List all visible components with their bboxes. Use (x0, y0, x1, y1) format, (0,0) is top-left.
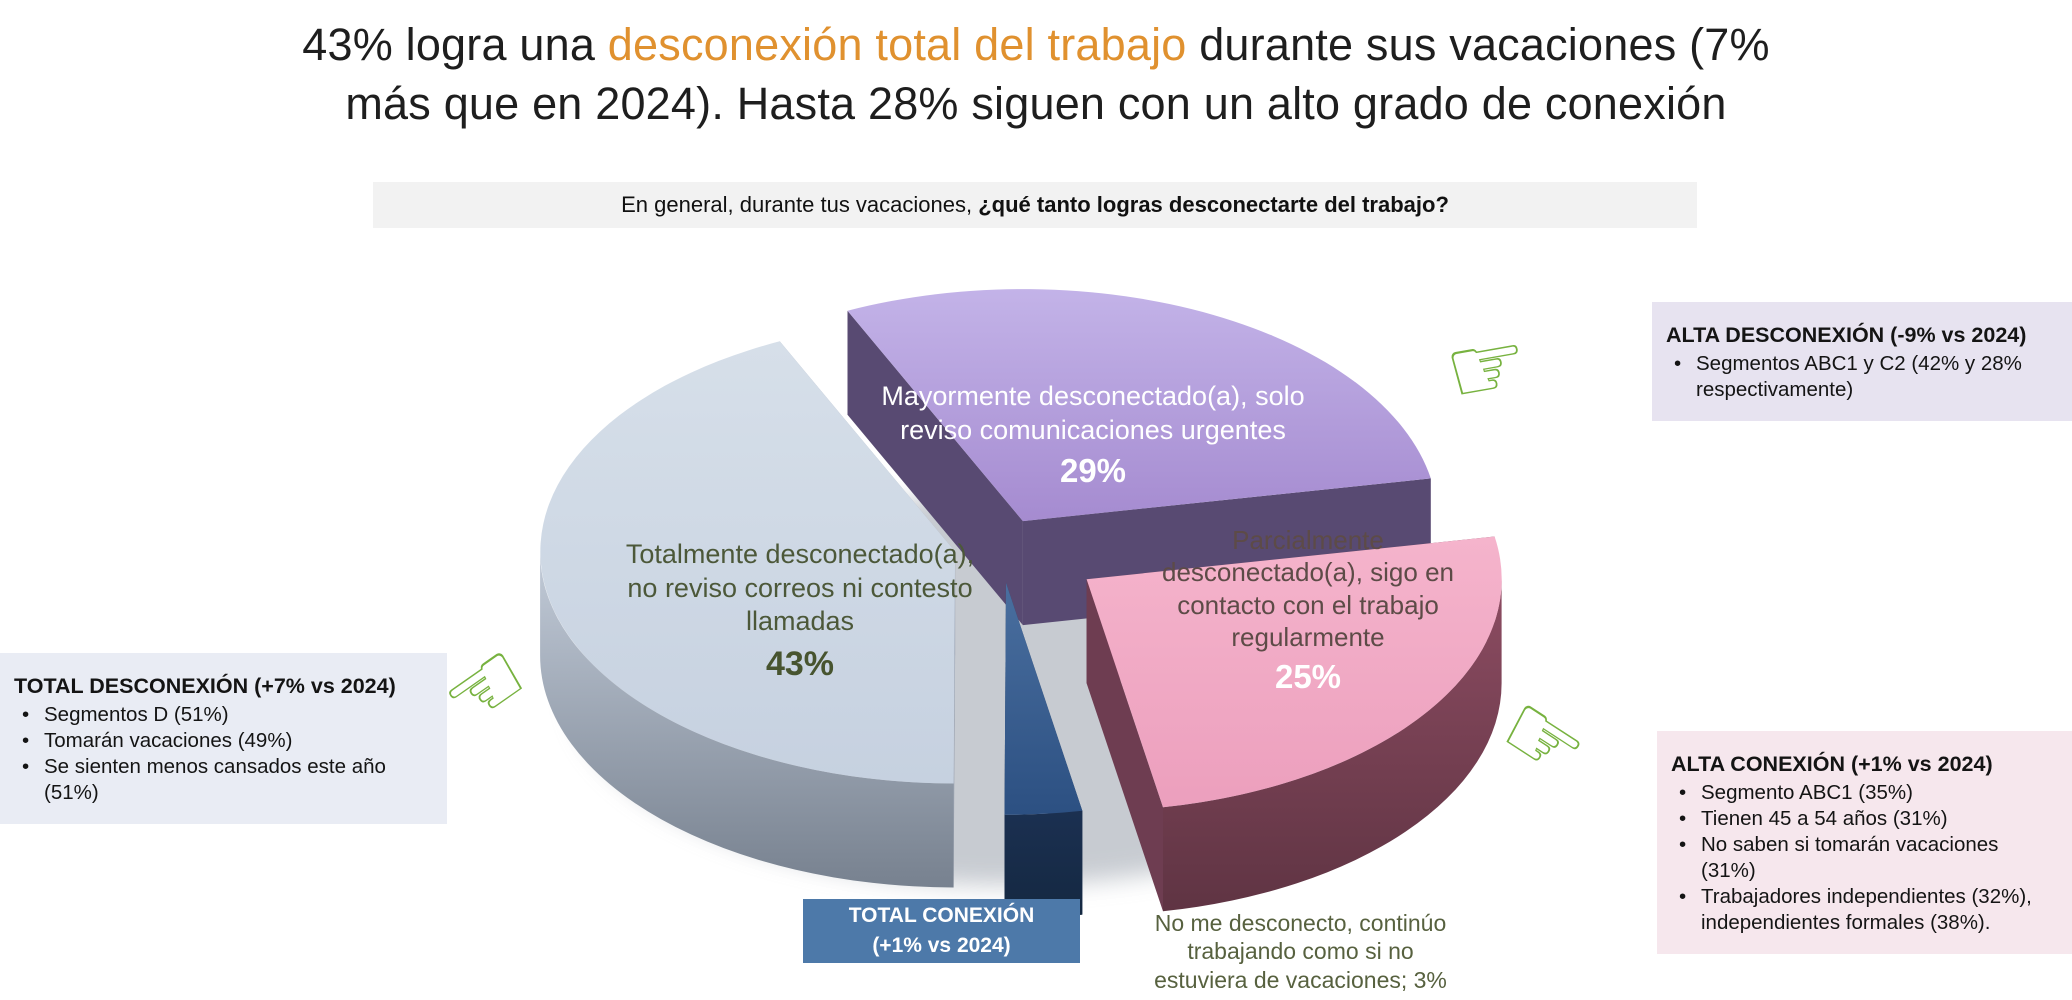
slice-label-text: No me desconecto, continúo trabajando co… (1154, 909, 1447, 993)
bullet-item: Segmentos ABC1 y C2 (42% y 28% respectiv… (1666, 351, 2056, 403)
title-line-1: 43% logra una desconexión total del trab… (0, 16, 2072, 75)
total-conexion-box: TOTAL CONEXIÓN (+1% vs 2024) (803, 899, 1080, 963)
bullet-item: Trabajadores independientes (32%), indep… (1671, 884, 2056, 936)
title-text: durante sus vacaciones (7% (1186, 19, 1770, 70)
pie-slice-1 (847, 289, 1431, 522)
bullet-item: Segmentos D (51%) (14, 702, 431, 728)
question-text: En general, durante tus vacaciones, ¿qué… (621, 192, 1449, 218)
callout-heading: ALTA DESCONEXIÓN (-9% vs 2024) (1666, 323, 2027, 347)
pie-slice-side-2 (1086, 579, 1163, 912)
pie-slice-side-1 (847, 310, 1023, 626)
callout-alta-conexion: ALTA CONEXIÓN (+1% vs 2024) Segmento ABC… (1657, 731, 2072, 955)
slice-label-text: Parcialmente desconectado(a), sigo en co… (1162, 525, 1454, 652)
bullet-item: Tomarán vacaciones (49%) (14, 728, 431, 754)
pointing-hand-icon-top-right: ☞ (1437, 307, 1538, 428)
pie-chart (420, 215, 1650, 995)
pie-slice-rim-0 (540, 551, 954, 888)
slice-label-totalmente: Totalmente desconectado(a), no reviso co… (575, 505, 1025, 719)
pie-slice-0 (540, 341, 956, 784)
bullet-item: No saben si tomarán vacaciones (31%) (1671, 832, 2056, 884)
title-text: 43% logra una (302, 19, 608, 70)
title-highlight: desconexión total del trabajo (607, 19, 1187, 70)
callout-total-desconexion: TOTAL DESCONEXIÓN (+7% vs 2024) Segmento… (0, 653, 447, 825)
slice-label-text: Mayormente desconectado(a), solo reviso … (881, 381, 1305, 445)
question-banner: En general, durante tus vacaciones, ¿qué… (373, 182, 1697, 228)
callout-alta-desconexion: ALTA DESCONEXIÓN (-9% vs 2024) Segmentos… (1652, 302, 2072, 422)
page-title: 43% logra una desconexión total del trab… (0, 16, 2072, 133)
total-conexion-line1: TOTAL CONEXIÓN (848, 903, 1035, 927)
question-pre: En general, durante tus vacaciones, (621, 192, 979, 217)
bullet-item: Se sienten menos cansados este año (51%) (14, 754, 431, 806)
pie-slice-rim-2 (1163, 579, 1502, 912)
callout-bullet-list: Segmentos D (51%)Tomarán vacaciones (49%… (14, 702, 431, 806)
pie-chart-svg (540, 289, 1502, 919)
callout-heading: ALTA CONEXIÓN (+1% vs 2024) (1671, 752, 1993, 776)
slice-pct: 29% (1059, 452, 1127, 490)
callout-bullet-list: Segmentos ABC1 y C2 (42% y 28% respectiv… (1666, 351, 2056, 403)
callout-bullet-list: Segmento ABC1 (35%)Tienen 45 a 54 años (… (1671, 780, 2056, 936)
slice-pct: 43% (765, 644, 835, 683)
bullet-item: Tienen 45 a 54 años (31%) (1671, 806, 2056, 832)
slice-pct: 25% (1274, 658, 1342, 696)
pie-slice-3 (1004, 582, 1083, 815)
pie-slice-2 (1086, 536, 1502, 808)
pie-slice-rim-3 (1004, 810, 1083, 919)
slice-label-mayormente: Mayormente desconectado(a), solo reviso … (833, 347, 1353, 526)
callout-heading: TOTAL DESCONEXIÓN (+7% vs 2024) (14, 674, 396, 698)
slice-label-parcialmente: Parcialmente desconectado(a), sigo en co… (1143, 492, 1473, 730)
question-bold: ¿qué tanto logras desconectarte del trab… (978, 192, 1449, 217)
title-line-2: más que en 2024). Hasta 28% siguen con u… (345, 77, 1727, 129)
total-conexion-line2: (+1% vs 2024) (872, 934, 1011, 957)
slice-label-text: Totalmente desconectado(a), no reviso co… (625, 539, 975, 637)
bullet-item: Segmento ABC1 (35%) (1671, 780, 2056, 806)
slice-label-no-desconecto: No me desconecto, continúo trabajando co… (1128, 880, 1473, 994)
